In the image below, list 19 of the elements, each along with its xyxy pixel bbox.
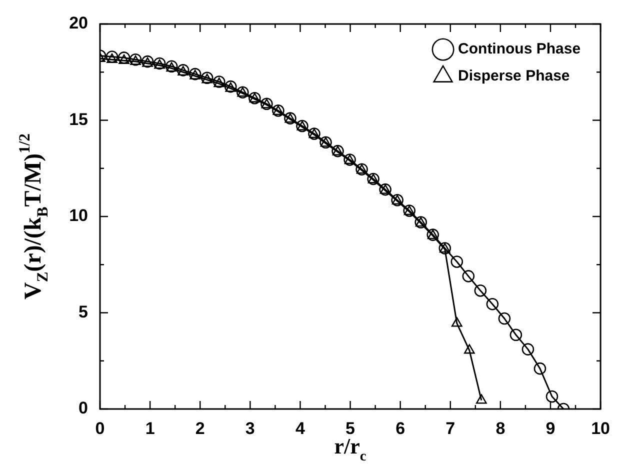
x-tick-label: 3 xyxy=(245,418,255,438)
x-tick-label: 5 xyxy=(346,418,356,438)
x-tick-label: 4 xyxy=(295,418,306,438)
y-axis-title: VZ(r)/(kBT/M)1/2 xyxy=(16,133,52,300)
y-tick-label: 15 xyxy=(69,110,88,129)
x-tick-label: 1 xyxy=(145,418,155,438)
x-tick-label: 2 xyxy=(195,418,205,438)
x-tick-label: 9 xyxy=(546,418,556,438)
legend-label: Continous Phase xyxy=(458,40,581,58)
x-tick-label: 7 xyxy=(446,418,456,438)
x-tick-label: 10 xyxy=(591,418,610,438)
x-tick-label: 8 xyxy=(496,418,506,438)
x-tick-label: 6 xyxy=(396,418,406,438)
y-tick-label: 20 xyxy=(69,14,88,33)
y-tick-label: 10 xyxy=(69,206,88,226)
y-tick-label: 0 xyxy=(78,398,88,418)
y-tick-label: 5 xyxy=(78,302,88,322)
legend-label: Disperse Phase xyxy=(458,68,570,85)
x-tick-label: 0 xyxy=(95,418,105,438)
